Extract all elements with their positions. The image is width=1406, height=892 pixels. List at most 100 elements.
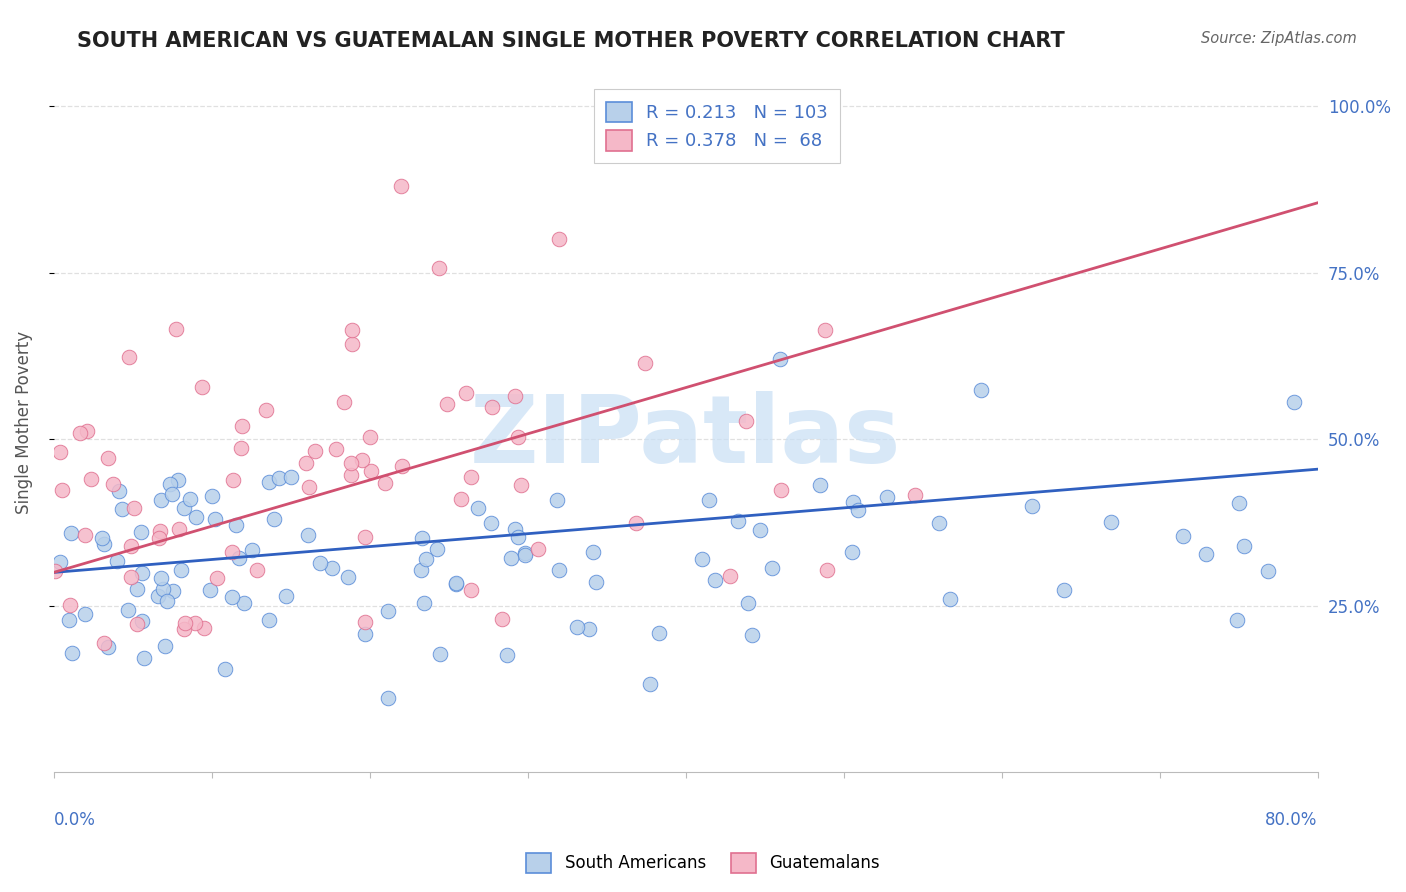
Point [190,380,212,394]
Point [73,528,96,542]
Point [846,503,869,517]
Point [506,530,529,544]
Point [198,582,221,597]
Point [149,524,172,538]
Point [841,495,863,509]
Point [377,690,399,705]
Point [129,525,152,540]
Point [131,614,153,628]
Text: Source: ZipAtlas.com: Source: ZipAtlas.com [1201,31,1357,46]
Point [515,546,537,560]
Point [815,563,838,577]
Point [263,512,285,526]
Point [970,384,993,398]
Point [59,598,82,612]
Point [125,616,148,631]
Point [690,552,713,566]
Point [1171,529,1194,543]
Point [214,662,236,676]
Point [221,473,243,487]
Point [149,493,172,508]
Point [426,541,449,556]
Point [340,467,363,482]
Point [814,323,837,337]
Point [122,501,145,516]
Point [280,470,302,484]
Point [107,554,129,568]
Point [749,523,772,537]
Point [547,562,569,576]
Point [718,568,741,582]
Point [436,397,458,411]
Point [233,596,256,610]
Point [58,613,80,627]
Legend: South Americans, Guatemalans: South Americans, Guatemalans [520,847,886,880]
Point [340,456,363,470]
Point [205,571,228,585]
Point [304,444,326,458]
Point [44,564,66,578]
Point [1257,565,1279,579]
Point [513,549,536,563]
Point [503,389,526,403]
Point [297,528,319,542]
Point [741,628,763,642]
Point [336,569,359,583]
Point [321,561,343,575]
Point [184,616,207,631]
Point [49,444,72,458]
Text: SOUTH AMERICAN VS GUATEMALAN SINGLE MOTHER POVERTY CORRELATION CHART: SOUTH AMERICAN VS GUATEMALAN SINGLE MOTH… [77,31,1066,51]
Point [1233,539,1256,553]
Point [769,483,792,498]
Point [167,523,190,537]
Point [415,551,437,566]
Point [548,232,571,246]
Point [928,516,950,531]
Point [221,544,243,558]
Point [450,492,472,507]
Point [340,336,363,351]
Point [456,385,478,400]
Point [1099,515,1122,529]
Point [132,651,155,665]
Point [638,677,661,691]
Point [727,514,749,528]
Point [761,561,783,575]
Point [131,566,153,580]
Point [246,563,269,577]
Point [80,472,103,486]
Point [503,522,526,536]
Point [242,542,264,557]
Point [309,556,332,570]
Point [808,478,831,492]
Point [173,623,195,637]
Point [939,591,962,606]
Point [120,570,142,584]
Point [231,419,253,434]
Point [1227,496,1250,510]
Point [159,477,181,491]
Point [704,573,727,587]
Point [259,613,281,627]
Point [460,470,482,484]
Point [325,442,347,456]
Point [97,640,120,654]
Point [120,539,142,553]
Point [166,474,188,488]
Point [499,550,522,565]
Point [152,582,174,596]
Point [162,584,184,599]
Point [648,626,671,640]
Point [413,596,436,610]
Point [411,531,433,545]
Point [495,648,517,663]
Point [179,492,201,507]
Point [118,351,141,365]
Point [267,471,290,485]
Point [342,323,364,337]
Point [76,424,98,438]
Point [184,509,207,524]
Point [582,545,605,559]
Point [427,261,450,276]
Point [231,441,253,455]
